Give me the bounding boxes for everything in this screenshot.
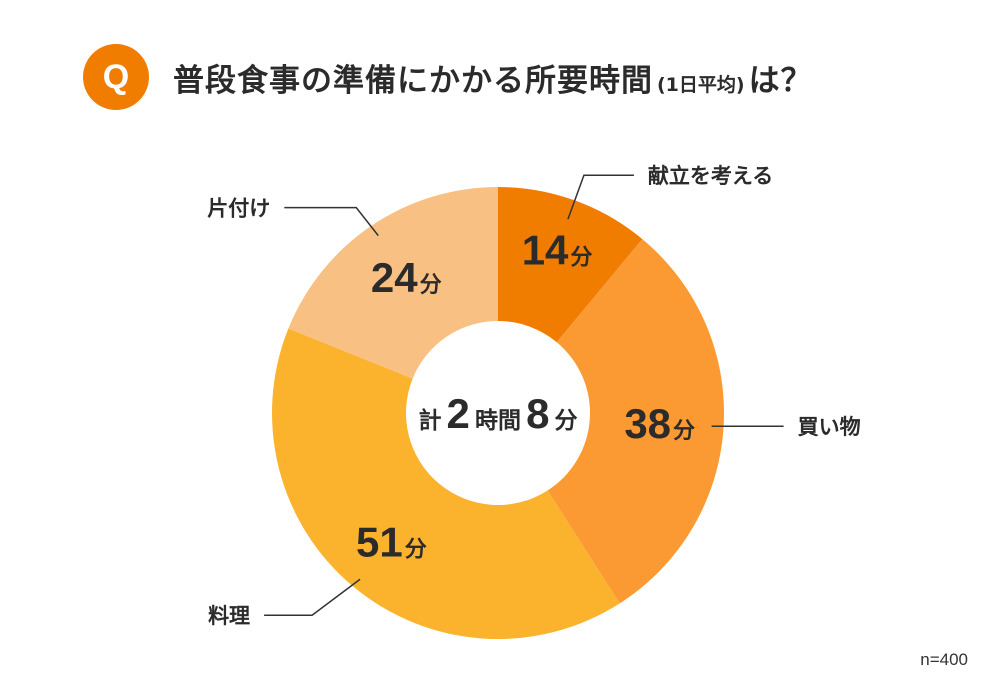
sample-size: n=400 (920, 650, 968, 669)
center-prefix: 計 (418, 407, 441, 434)
slice-value-unit: 分 (570, 245, 592, 270)
chart-header: Q 普段食事の準備にかかる所要時間 (1日平均) は？ (83, 42, 813, 112)
center-total-label: 計 2 時間 8 分 (418, 390, 577, 437)
slice-value-unit: 分 (673, 419, 695, 444)
leader-line-3 (264, 578, 361, 616)
center-minutes: 8 (526, 390, 549, 437)
category-label-3: 料理 (208, 604, 250, 628)
slice-value-unit: 分 (420, 273, 442, 298)
category-label-4: 片付け (207, 197, 270, 221)
slice-2 (547, 239, 724, 604)
slice-value-2: 38分 (624, 400, 695, 447)
donut-slices (271, 186, 724, 639)
leader-lines (264, 174, 784, 616)
center-hours: 2 (447, 390, 470, 437)
slice-value-number: 51 (356, 519, 403, 566)
slice-value-4: 24分 (371, 254, 442, 301)
q-badge: Q (83, 44, 149, 110)
slice-4 (288, 186, 498, 379)
slice-value-unit: 分 (405, 538, 427, 563)
slice-value-number: 14 (522, 226, 569, 273)
chart-title: 普段食事の準備にかかる所要時間 (1日平均) は？ (173, 55, 813, 100)
slice-value-3: 51分 (356, 519, 427, 566)
slice-1 (498, 187, 643, 343)
leader-line-4 (284, 206, 379, 237)
leader-line-1 (567, 174, 634, 220)
slice-value-1: 14分 (522, 226, 593, 273)
center-hours-unit: 時間 (475, 408, 521, 434)
slice-value-number: 24 (371, 254, 418, 301)
center-minutes-unit: 分 (555, 408, 578, 434)
title-main: 普段食事の準備にかかる所要時間 (173, 62, 653, 99)
title-end: は？ (748, 62, 813, 99)
slice-3 (271, 328, 620, 639)
category-label-2: 買い物 (798, 415, 861, 439)
title-sub: (1日平均) (657, 73, 745, 96)
category-label-1: 献立を考える (648, 164, 773, 188)
slice-value-number: 38 (624, 400, 671, 447)
